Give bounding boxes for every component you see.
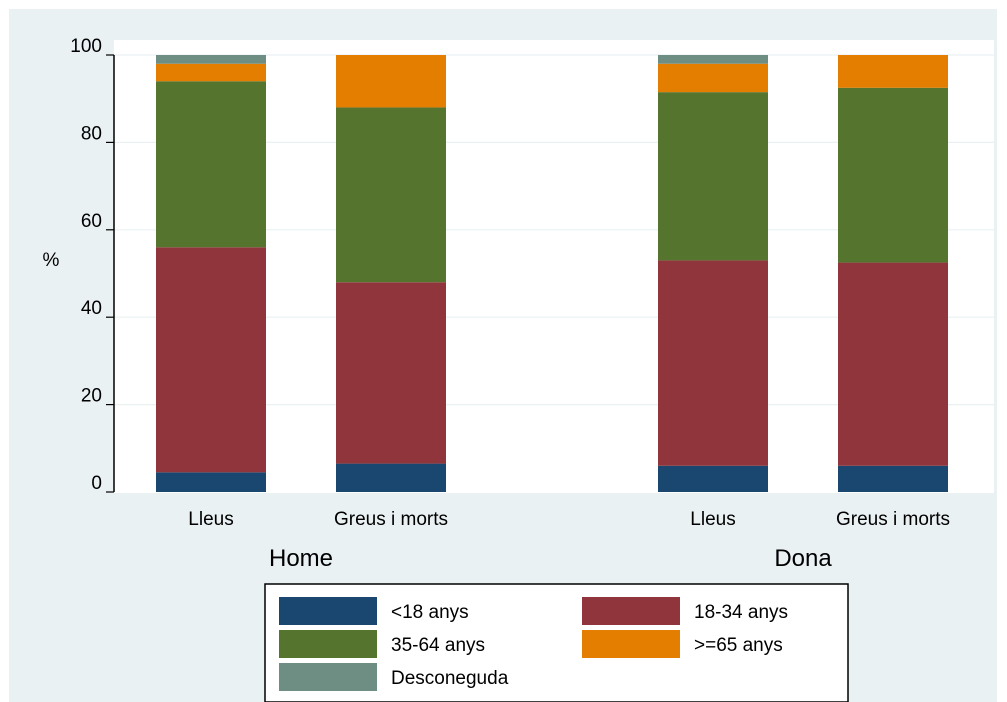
bar-segment — [658, 63, 768, 93]
bar-segment — [156, 247, 266, 473]
group-label: Dona — [774, 545, 832, 572]
legend-swatch — [582, 630, 680, 658]
bar-segment — [336, 282, 446, 464]
legend-label: >=65 anys — [694, 635, 783, 656]
bar-segment — [658, 92, 768, 261]
bar-segment — [156, 472, 266, 492]
bar-segment — [156, 55, 266, 64]
y-tick-label: 80 — [81, 123, 102, 144]
category-label: Lleus — [188, 509, 233, 530]
y-axis-title: % — [43, 250, 60, 271]
legend-label: 35-64 anys — [391, 635, 485, 656]
category-label: Lleus — [690, 509, 735, 530]
chart-frame: 0 20 40 60 80 100 % Lleus Greus i morts Lleus Gr… — [9, 9, 997, 702]
y-ticks: 0 20 40 60 80 100 — [70, 36, 114, 494]
bar-segment — [658, 260, 768, 466]
bar-segment — [838, 262, 948, 466]
legend-label: Desconeguda — [391, 668, 509, 689]
bar-segment — [658, 55, 768, 64]
bar-segment — [838, 87, 948, 263]
bar-segment — [336, 107, 446, 283]
group-label: Home — [269, 545, 333, 572]
y-tick-label: 0 — [91, 473, 102, 494]
category-label: Greus i morts — [836, 509, 950, 530]
legend-items: <18 anys 18-34 anys 35-64 anys >=65 anys Des… — [279, 597, 788, 691]
group-labels: Home Dona — [269, 545, 832, 572]
y-tick-label: 40 — [81, 298, 102, 319]
legend-label: <18 anys — [391, 602, 469, 623]
category-labels: Lleus Greus i morts Lleus Greus i morts — [188, 509, 950, 530]
legend-swatch — [279, 630, 377, 658]
y-tick-label: 20 — [81, 386, 102, 407]
legend-swatch — [279, 663, 377, 691]
legend-swatch — [279, 597, 377, 625]
category-label: Greus i morts — [334, 509, 448, 530]
bar-segment — [838, 55, 948, 88]
bar-segment — [336, 463, 446, 492]
legend-swatch — [582, 597, 680, 625]
y-tick-label: 60 — [81, 211, 102, 232]
bar-segment — [156, 63, 266, 82]
stacked-bar-chart: 0 20 40 60 80 100 % Lleus Greus i morts Lleus Gr… — [43, 36, 994, 702]
bar-segment — [336, 55, 446, 108]
bar-segment — [658, 465, 768, 492]
bar-segment — [156, 81, 266, 248]
legend: <18 anys 18-34 anys 35-64 anys >=65 anys Des… — [264, 583, 849, 702]
bars — [156, 55, 948, 492]
y-tick-label: 100 — [70, 36, 102, 57]
legend-label: 18-34 anys — [694, 602, 788, 623]
bar-segment — [838, 465, 948, 492]
